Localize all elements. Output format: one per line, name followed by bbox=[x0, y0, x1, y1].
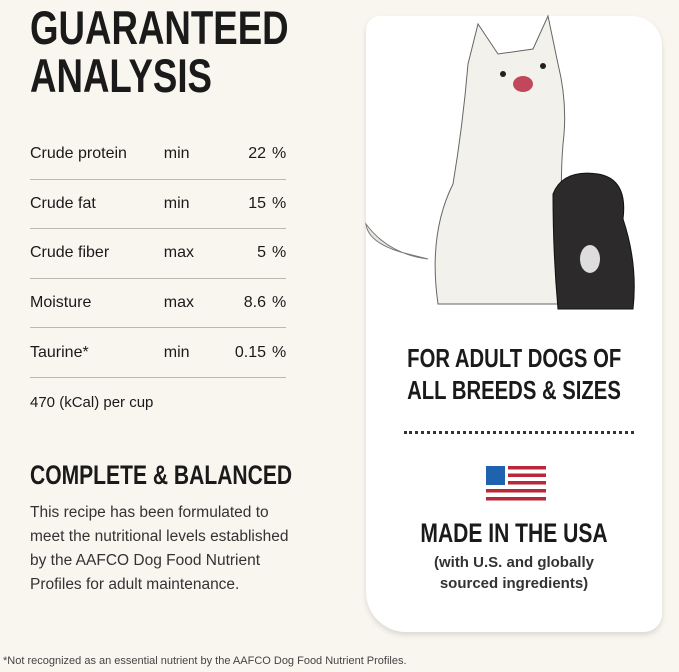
made-in-sub: sourced ingredients) bbox=[439, 575, 589, 592]
table-row: Crude protein min 22% bbox=[30, 130, 286, 180]
dogs-illustration bbox=[365, 14, 635, 310]
analysis-table: Crude protein min 22% Crude fat min 15% Crud… bbox=[30, 130, 286, 378]
value: 8.6 bbox=[243, 294, 266, 312]
nutrient: Crude protein bbox=[30, 145, 127, 163]
unit: % bbox=[272, 294, 287, 312]
dotted-divider bbox=[404, 431, 634, 434]
info-card: FOR ADULT DOGS OF ALL BREEDS & SIZES MAD… bbox=[365, 14, 662, 632]
qualifier: max bbox=[163, 294, 195, 312]
unit: % bbox=[272, 145, 287, 163]
us-flag-icon bbox=[486, 466, 546, 501]
audience-line: ALL BREEDS & SIZES bbox=[407, 375, 621, 405]
qualifier: min bbox=[163, 343, 190, 361]
title-line: ANALYSIS bbox=[30, 49, 212, 102]
complete-heading: COMPLETE & BALANCED bbox=[30, 460, 293, 490]
qualifier: min bbox=[163, 194, 190, 212]
complete-text: This recipe has been formulated to meet … bbox=[30, 504, 289, 593]
nutrient: Moisture bbox=[30, 294, 92, 312]
qualifier: max bbox=[163, 244, 195, 262]
value: 5 bbox=[257, 244, 266, 262]
table-row: Crude fat min 15% bbox=[30, 180, 286, 230]
table-row: Taurine* min 0.15% bbox=[30, 328, 286, 378]
unit: % bbox=[272, 244, 287, 262]
unit: % bbox=[272, 343, 287, 361]
table-row: Moisture max 8.6% bbox=[30, 279, 286, 329]
nutrient: Crude fat bbox=[30, 194, 96, 212]
value: 22 bbox=[248, 145, 266, 163]
value: 15 bbox=[248, 194, 266, 212]
nutrient: Taurine* bbox=[30, 343, 89, 361]
title-line: GUARANTEED bbox=[30, 1, 289, 54]
footnote: *Not recognized as an essential nutrient… bbox=[3, 655, 407, 667]
audience-line: FOR ADULT DOGS OF bbox=[406, 343, 622, 373]
qualifier: min bbox=[163, 145, 190, 163]
calories: 470 (kCal) per cup bbox=[30, 394, 154, 411]
unit: % bbox=[272, 194, 287, 212]
page-title: GUARANTEED ANALYSIS bbox=[30, 4, 362, 100]
nutrient: Crude fiber bbox=[30, 244, 110, 262]
made-in-usa: MADE IN THE USA bbox=[420, 518, 608, 548]
value: 0.15 bbox=[234, 343, 266, 361]
made-in-sub: (with U.S. and globally bbox=[433, 554, 594, 571]
table-row: Crude fiber max 5% bbox=[30, 229, 286, 279]
